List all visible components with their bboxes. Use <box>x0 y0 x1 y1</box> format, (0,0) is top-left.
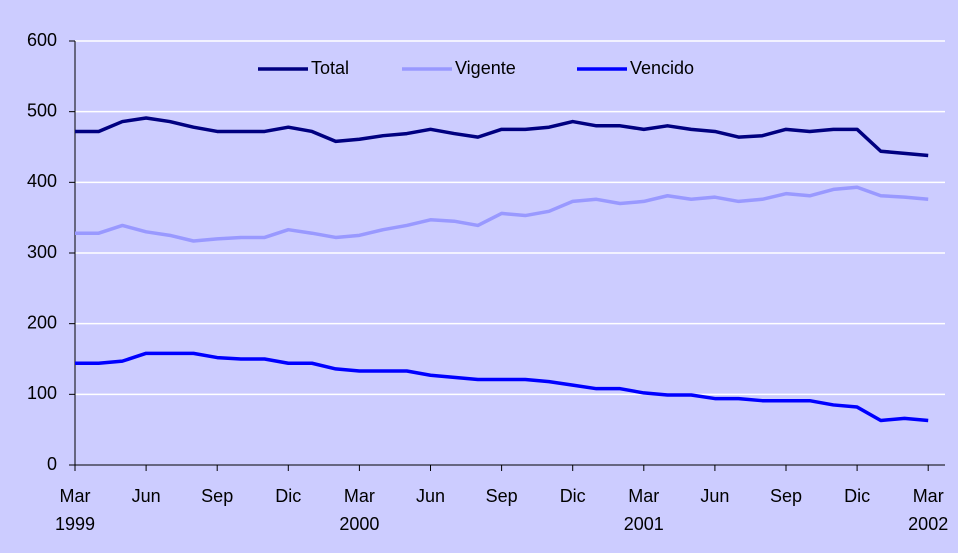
x-year-label: 2002 <box>908 514 948 534</box>
x-tick-label: Mar <box>344 486 375 506</box>
y-tick-label: 400 <box>27 171 57 191</box>
x-tick-label: Sep <box>201 486 233 506</box>
x-tick-label: Mar <box>913 486 944 506</box>
x-tick-label: Mar <box>628 486 659 506</box>
x-tick-label: Mar <box>60 486 91 506</box>
x-tick-label: Sep <box>770 486 802 506</box>
x-tick-label: Jun <box>700 486 729 506</box>
legend-label: Total <box>311 58 349 78</box>
y-tick-label: 0 <box>47 454 57 474</box>
series-line <box>75 116 929 158</box>
x-tick-label: Jun <box>132 486 161 506</box>
x-tick-label: Dic <box>275 486 301 506</box>
x-tick-label: Sep <box>486 486 518 506</box>
x-year-label: 2000 <box>339 514 379 534</box>
legend-label: Vigente <box>455 58 516 78</box>
y-tick-label: 100 <box>27 383 57 403</box>
y-tick-label: 500 <box>27 100 57 120</box>
x-year-label: 1999 <box>55 514 95 534</box>
series-line <box>75 185 929 243</box>
x-year-label: 2001 <box>624 514 664 534</box>
x-tick-label: Dic <box>844 486 870 506</box>
series-line <box>75 351 929 423</box>
y-tick-label: 300 <box>27 242 57 262</box>
legend-label: Vencido <box>630 58 694 78</box>
y-tick-label: 600 <box>27 30 57 50</box>
x-tick-label: Jun <box>416 486 445 506</box>
y-tick-label: 200 <box>27 312 57 332</box>
x-tick-label: Dic <box>560 486 586 506</box>
